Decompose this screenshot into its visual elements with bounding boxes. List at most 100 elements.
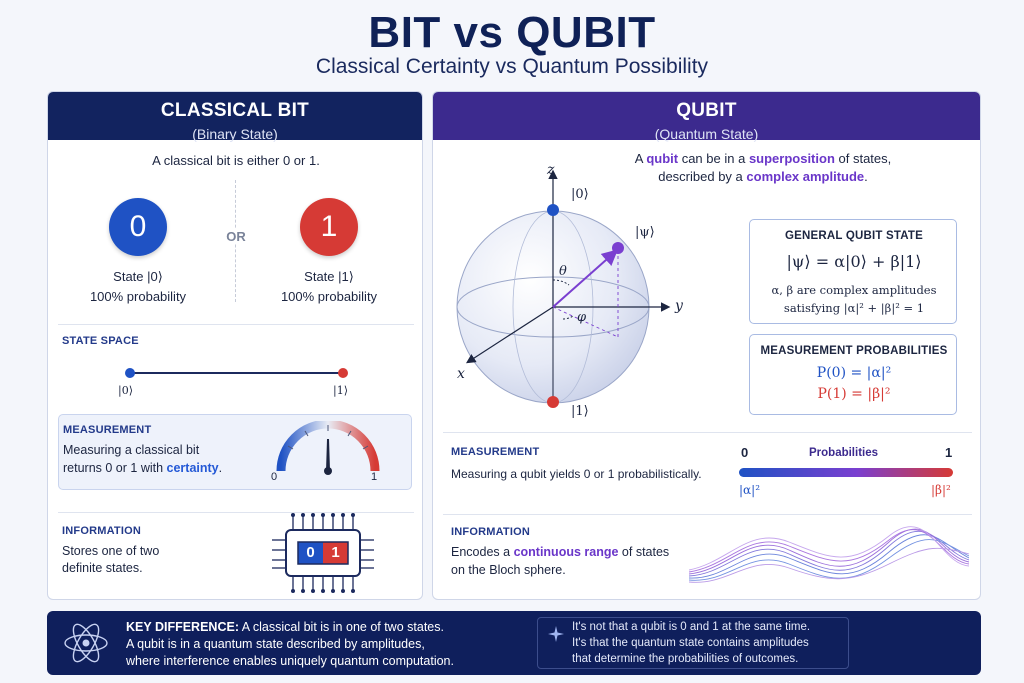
amplitude-beta-label: |β|² <box>931 483 951 497</box>
state-one-label: State |1⟩ <box>304 269 354 284</box>
qubit-measurement-title: MEASUREMENT <box>451 446 540 458</box>
section-divider <box>443 514 972 515</box>
or-label: OR <box>220 229 252 244</box>
psi-label: |ψ⟩ <box>635 225 655 240</box>
state-space-label-zero: |0⟩ <box>118 384 133 397</box>
section-divider <box>58 324 414 325</box>
intro-text: of states, <box>838 151 892 166</box>
key-difference-label: KEY DIFFERENCE: <box>126 620 239 634</box>
probability-one: P(1) = |β|² <box>817 386 891 402</box>
bloch-z-label: z <box>547 162 555 178</box>
classical-measurement-line2: returns 0 or 1 with certainty. <box>63 459 222 477</box>
bloch-x-label: x <box>457 366 465 382</box>
key-difference-text: A classical bit is in one of two states. <box>241 620 444 634</box>
classical-header-title: CLASSICAL BIT <box>160 100 310 121</box>
chip-bit-one: 1 <box>331 544 340 561</box>
general-state-equation: |ψ⟩ = α|0⟩ + β|1⟩ <box>786 252 922 271</box>
measurement-probabilities-title: MEASUREMENT PROBABILITIES <box>760 345 948 357</box>
classical-measurement-text: returns 0 or 1 with <box>63 461 164 475</box>
phi-label: φ <box>577 310 587 325</box>
classical-measurement-end: . <box>218 461 223 475</box>
probability-scale-label: Probabilities <box>809 447 879 459</box>
state-zero-digit: 0 <box>129 210 147 243</box>
gauge-max-label: 1 <box>371 471 378 483</box>
key-difference-line2: A qubit is in a quantum state described … <box>126 637 425 651</box>
intro-qubit-highlight: qubit <box>646 151 679 166</box>
ket-zero-label: |0⟩ <box>571 187 589 202</box>
classical-header-subtitle: (Binary State) <box>192 126 278 142</box>
state-one-probability: 100% probability <box>280 289 378 304</box>
atom-icon <box>64 623 108 663</box>
key-difference-note2: It's that the quantum state contains amp… <box>572 637 809 649</box>
information-text: of states <box>621 545 670 559</box>
state-space-title: STATE SPACE <box>62 335 139 347</box>
bloch-y-label: y <box>675 298 683 314</box>
qubit-intro-line2: described by a complex amplitude. <box>573 168 953 186</box>
ket-one-label: |1⟩ <box>571 404 589 419</box>
qubit-information-line1: Encodes a continuous range of states <box>451 543 669 561</box>
general-state-title: GENERAL QUBIT STATE <box>785 230 923 242</box>
intro-superposition-highlight: superposition <box>748 151 835 166</box>
state-one-circle: 1 <box>300 198 358 256</box>
chip-bit-zero: 0 <box>306 544 315 561</box>
section-divider <box>58 512 414 513</box>
classical-information-title: INFORMATION <box>62 525 141 537</box>
state-space-dot-zero <box>125 368 135 378</box>
general-state-note2: satisfying |α|² + |β|² = 1 <box>783 301 925 315</box>
state-zero-label: State |0⟩ <box>113 269 163 284</box>
key-difference-line3: where interference enables uniquely quan… <box>126 654 454 668</box>
intro-amplitude-highlight: complex amplitude <box>746 169 865 184</box>
classical-measurement-title: MEASUREMENT <box>63 424 152 436</box>
qubit-intro-line1: A qubit can be in a superposition of sta… <box>573 150 953 168</box>
key-difference-line1: KEY DIFFERENCE: A classical bit is in on… <box>126 620 444 634</box>
probability-zero: P(0) = |α|² <box>816 365 892 381</box>
sparkle-icon <box>548 626 564 642</box>
key-difference-note1: It's not that a qubit is 0 and 1 at the … <box>572 621 811 633</box>
gauge-min-label: 0 <box>271 471 278 483</box>
bloch-sphere-diagram <box>456 169 671 408</box>
probability-gradient-bar <box>739 468 953 477</box>
qubit-measurement-text: Measuring a qubit yields 0 or 1 probabil… <box>451 467 702 481</box>
probability-scale-max: 1 <box>945 445 953 460</box>
state-one-digit: 1 <box>320 210 338 243</box>
classical-intro: A classical bit is either 0 or 1. <box>152 153 320 168</box>
chip-icon <box>272 513 374 593</box>
qubit-panel: QUBIT (Quantum State) A qubit can be in … <box>432 91 981 600</box>
amplitude-alpha-label: |α|² <box>739 483 760 497</box>
classical-panel-header: CLASSICAL BIT (Binary State) <box>48 92 422 142</box>
key-difference-banner: KEY DIFFERENCE: A classical bit is in on… <box>47 611 981 675</box>
general-state-note1: α, β are complex amplitudes <box>771 283 937 297</box>
continuous-range-highlight: continuous range <box>513 545 619 559</box>
state-space-line <box>130 372 342 374</box>
general-qubit-state-box: GENERAL QUBIT STATE |ψ⟩ = α|0⟩ + β|1⟩ α,… <box>749 219 957 324</box>
certainty-gauge-icon <box>276 421 380 475</box>
state-space-dot-one <box>338 368 348 378</box>
classical-information-line1: Stores one of two <box>62 544 160 558</box>
key-difference-note3: that determine the probabilities of outc… <box>572 653 799 665</box>
classical-information-line2: definite states. <box>62 561 143 575</box>
state-space-label-one: |1⟩ <box>333 384 348 397</box>
key-difference-note-box: It's not that a qubit is 0 and 1 at the … <box>537 617 849 669</box>
intro-text: can be in a <box>681 151 746 166</box>
measurement-probabilities-box: MEASUREMENT PROBABILITIES P(0) = |α|² P(… <box>749 334 957 415</box>
state-zero-circle: 0 <box>109 198 167 256</box>
qubit-information-title: INFORMATION <box>451 526 530 538</box>
information-text: Encodes a <box>451 545 511 559</box>
certainty-highlight: certainty <box>166 461 219 475</box>
classical-bit-panel: CLASSICAL BIT (Binary State) A classical… <box>47 91 423 600</box>
qubit-information-line2: on the Bloch sphere. <box>451 563 566 577</box>
state-zero-probability: 100% probability <box>89 289 187 304</box>
qubit-panel-header: QUBIT (Quantum State) <box>433 92 980 142</box>
intro-text: A <box>634 151 643 166</box>
classical-measurement-line1: Measuring a classical bit <box>63 443 200 457</box>
classical-measurement-box: MEASUREMENT Measuring a classical bit re… <box>58 414 412 490</box>
theta-label: θ <box>559 264 567 279</box>
intro-text: described by a <box>658 169 743 184</box>
qubit-header-subtitle: (Quantum State) <box>654 126 759 142</box>
intro-text: . <box>864 169 868 184</box>
section-divider <box>443 432 972 433</box>
page-title: BIT vs QUBIT <box>368 8 656 57</box>
probability-scale-min: 0 <box>741 445 749 460</box>
qubit-header-title: QUBIT <box>676 100 737 121</box>
page-subtitle: Classical Certainty vs Quantum Possibili… <box>315 55 709 78</box>
